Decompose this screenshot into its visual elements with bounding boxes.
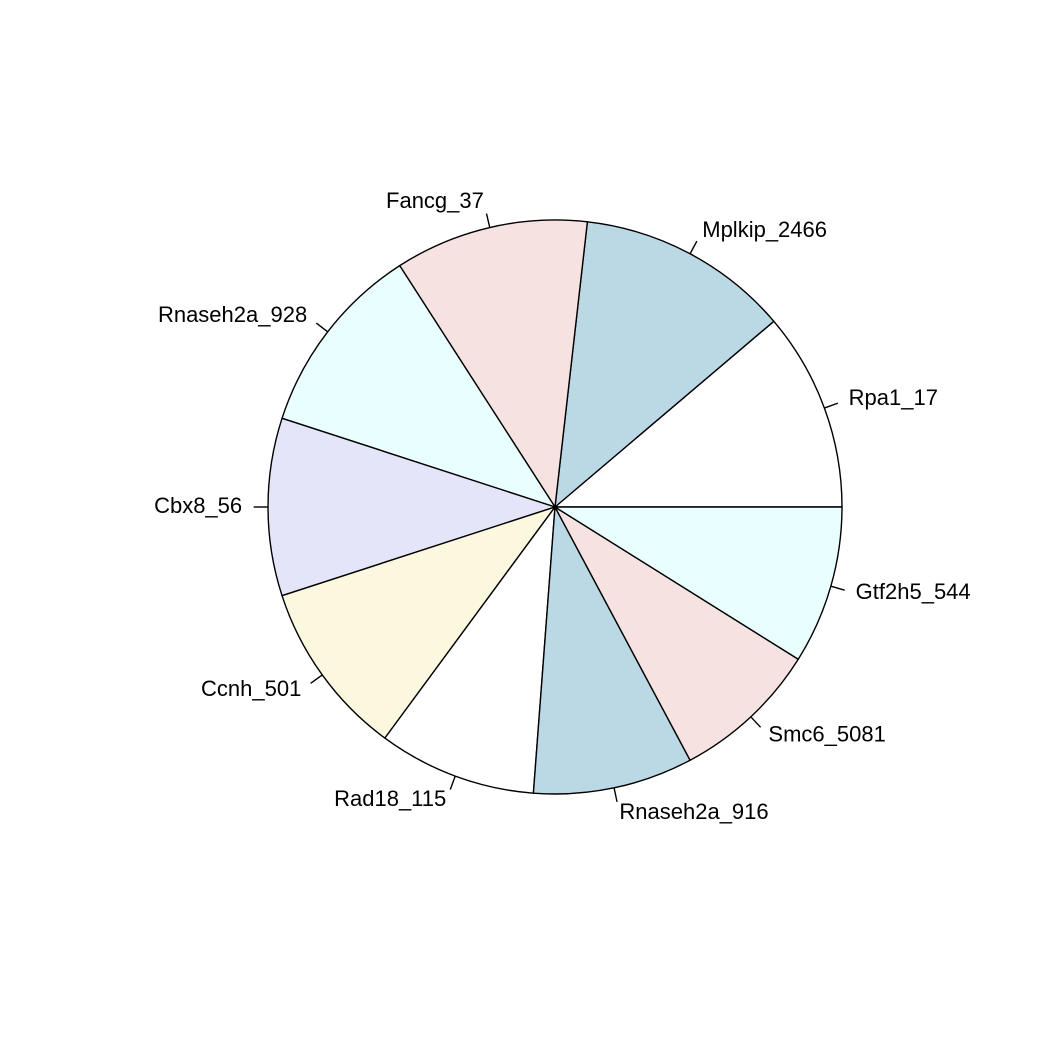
- pie-slice-ccnh-501: [281, 506, 556, 739]
- pie-slice-cbx8-56: [267, 417, 556, 597]
- label-tick: [830, 585, 845, 591]
- label-ticks: [253, 213, 845, 803]
- pie-slice-fancg-37: [399, 219, 589, 508]
- label-tick: [613, 787, 618, 803]
- slice-label: Rpa1_17: [849, 385, 938, 410]
- slice-label: Gtf2h5_544: [856, 579, 971, 604]
- pie-slice-smc6-5081: [554, 506, 799, 761]
- slice-label: Smc6_5081: [768, 722, 885, 747]
- slice-label: Rnaseh2a_928: [158, 302, 307, 327]
- label-tick: [315, 322, 329, 333]
- slice-label: Mplkip_2466: [702, 217, 827, 242]
- label-tick: [824, 402, 839, 409]
- slice-label: Fancg_37: [386, 188, 484, 213]
- slice-label: Cbx8_56: [154, 493, 242, 518]
- label-tick: [310, 674, 323, 684]
- slice-label: Ccnh_501: [201, 676, 301, 701]
- pie-slices: [267, 219, 843, 795]
- label-tick: [689, 240, 698, 255]
- label-tick: [750, 716, 762, 728]
- slice-labels: Rpa1_17 Mplkip_2466 Fancg_37 Rnaseh2a_928 Cb…: [154, 188, 971, 824]
- label-tick: [485, 213, 491, 228]
- label-tick: [449, 775, 456, 790]
- slice-label: Rad18_115: [334, 786, 446, 811]
- pie-slice-rpa1-17: [554, 320, 843, 508]
- pie-slice-rnaseh2a-928: [281, 264, 556, 508]
- slice-label: Rnaseh2a_916: [619, 799, 768, 824]
